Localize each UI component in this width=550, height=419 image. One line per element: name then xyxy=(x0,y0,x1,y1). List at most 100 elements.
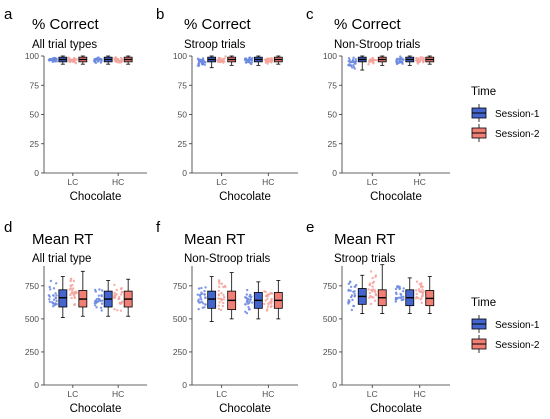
data-point xyxy=(349,289,352,292)
x-tick-label: HC xyxy=(112,389,124,399)
data-point xyxy=(218,301,221,304)
data-point xyxy=(347,282,350,286)
data-point xyxy=(244,303,247,306)
data-point xyxy=(52,298,56,301)
data-point xyxy=(251,56,254,60)
data-point xyxy=(350,294,354,297)
data-point xyxy=(421,288,424,291)
data-point xyxy=(97,294,101,297)
raw-points xyxy=(414,280,425,305)
data-point xyxy=(251,301,254,304)
data-point xyxy=(220,60,223,63)
data-point xyxy=(395,292,398,296)
data-point xyxy=(73,303,77,306)
data-point xyxy=(68,288,71,291)
data-point xyxy=(70,277,73,280)
data-point xyxy=(266,305,270,308)
legend-key xyxy=(471,315,487,333)
data-point xyxy=(263,290,266,293)
data-point xyxy=(199,296,202,299)
data-point xyxy=(197,308,200,311)
data-point xyxy=(217,297,220,300)
data-point xyxy=(118,295,121,299)
data-point xyxy=(198,294,202,297)
data-point xyxy=(400,60,403,64)
data-point xyxy=(420,58,423,61)
data-point xyxy=(266,297,269,301)
panel-title: % Correct xyxy=(32,16,100,33)
raw-points xyxy=(243,56,254,66)
data-point xyxy=(204,296,207,299)
data-point xyxy=(371,56,374,60)
y-tick-label: 750 xyxy=(25,281,39,291)
data-point xyxy=(113,308,116,311)
data-point xyxy=(416,57,419,61)
data-point xyxy=(418,282,421,286)
x-tick-label: HC xyxy=(262,177,274,187)
data-point xyxy=(347,64,350,67)
data-point xyxy=(204,286,207,289)
data-point xyxy=(69,293,72,297)
data-point xyxy=(220,57,223,61)
data-point xyxy=(398,60,401,63)
data-point xyxy=(352,304,356,308)
data-point xyxy=(401,290,405,293)
data-point xyxy=(222,301,225,305)
data-point xyxy=(114,294,117,297)
data-point xyxy=(396,57,399,60)
raw-points xyxy=(394,285,405,303)
data-point xyxy=(402,287,405,290)
data-point xyxy=(415,292,418,296)
panel-subtitle: Non-Stroop trials xyxy=(184,253,271,265)
data-point xyxy=(55,58,58,61)
x-axis-title: Chocolate xyxy=(219,403,271,415)
y-tick-label: 100 xyxy=(173,51,187,61)
data-point xyxy=(55,294,58,297)
x-tick-label: LC xyxy=(216,177,227,187)
data-point xyxy=(99,306,103,309)
data-point xyxy=(399,292,402,296)
panel-subtitle: All trial type xyxy=(32,253,91,265)
data-point xyxy=(418,60,421,63)
data-point xyxy=(72,59,75,62)
y-tick-label: 100 xyxy=(25,51,39,61)
data-point xyxy=(116,309,119,312)
data-point xyxy=(400,295,403,299)
data-point xyxy=(220,299,223,302)
data-point xyxy=(371,281,375,285)
data-point xyxy=(367,288,370,291)
panel-letter: f xyxy=(156,219,161,236)
data-point xyxy=(370,59,373,62)
data-point xyxy=(266,294,269,298)
data-point xyxy=(119,60,122,63)
x-tick-label: LC xyxy=(67,389,78,399)
data-point xyxy=(266,62,269,65)
data-point xyxy=(368,291,372,295)
y-tick-label: 25 xyxy=(30,139,40,149)
raw-points xyxy=(47,279,58,308)
data-point xyxy=(48,285,51,289)
data-point xyxy=(198,61,201,64)
data-point xyxy=(74,62,78,65)
data-point xyxy=(270,297,273,301)
data-point xyxy=(217,293,220,296)
data-point xyxy=(264,299,267,302)
data-point xyxy=(349,64,353,67)
data-point xyxy=(197,299,200,303)
data-point xyxy=(94,61,98,65)
y-tick-label: 100 xyxy=(323,51,337,61)
data-point xyxy=(72,287,75,290)
data-point xyxy=(421,294,424,297)
panel-letter: b xyxy=(156,6,164,23)
data-point xyxy=(95,306,98,309)
legend-label: Session-2 xyxy=(495,340,540,351)
data-point xyxy=(249,298,252,301)
data-point xyxy=(94,288,97,292)
data-point xyxy=(48,298,51,301)
panel-d: d Mean RT All trial type 0 250 500 750 LC HC Choc… xyxy=(4,219,147,415)
panel-subtitle: Stroop trials xyxy=(334,253,396,265)
data-point xyxy=(371,285,374,288)
raw-points xyxy=(93,288,104,312)
y-tick-label: 50 xyxy=(178,110,188,120)
data-point xyxy=(217,289,220,293)
